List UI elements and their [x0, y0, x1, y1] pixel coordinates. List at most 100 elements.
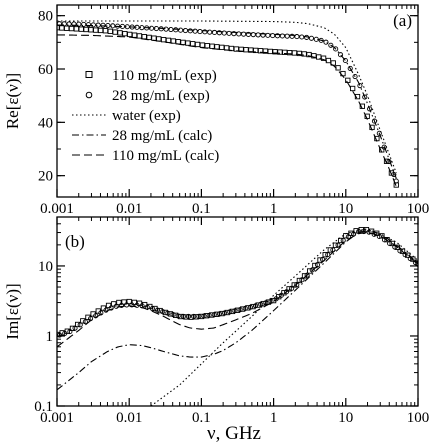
series-110-mg-ml-exp — [57, 226, 418, 338]
series-110-mg-ml-exp-point — [193, 314, 199, 320]
series-28-mg-ml-exp-point — [211, 29, 218, 36]
x-tick-label: 0.01 — [116, 201, 142, 217]
series-28-mg-ml-exp-point — [289, 285, 295, 291]
series-28-mg-ml-exp-point — [71, 21, 77, 27]
series-28-mg-ml-exp-point — [170, 312, 176, 318]
series-110-mg-ml-exp-point — [317, 257, 323, 263]
series-28-mg-ml-exp-point — [182, 27, 188, 34]
series-28-mg-ml-exp-point — [221, 30, 227, 36]
series-110-mg-ml-exp-point — [64, 25, 70, 31]
series-28-mg-ml-exp-point — [268, 298, 274, 304]
series-28-mg-ml-exp-point — [273, 296, 279, 302]
series-110-mg-ml-exp-point — [85, 314, 91, 320]
series-110-mg-ml-exp-point — [80, 318, 86, 324]
panel-label: (b) — [65, 232, 85, 251]
legend-item-28-mg-ml-exp: 28 mg/mL (exp) — [85, 88, 210, 104]
series-28-mg-ml-exp-point — [357, 83, 363, 89]
series-110-mg-ml-exp-point — [185, 40, 191, 46]
series-110-mg-ml-exp-point — [255, 302, 261, 308]
y-axis-label: Re[ε(ν)] — [3, 73, 22, 129]
series-110-mg-ml-calc-line — [57, 34, 397, 187]
series-28-mg-ml-exp-point — [283, 289, 290, 295]
series-28-mg-ml-calc-line — [57, 230, 418, 391]
panel-b: 0.001 0.01 0.1 1 10 100 0.1 1 10 Im[ε(ν)] (b) — [3, 216, 429, 426]
series-water-exp-line — [57, 20, 397, 174]
series-110-mg-ml-exp-point — [167, 311, 174, 317]
series-28-mg-ml-exp-point — [333, 46, 339, 52]
series-110-mg-ml-exp-point — [88, 27, 94, 33]
series-110-mg-ml-exp-point — [116, 299, 122, 306]
series-28-mg-ml-exp-point — [216, 311, 222, 317]
series-110-mg-ml-exp-point — [127, 31, 133, 38]
x-tick-label: 0.1 — [192, 410, 211, 426]
series-28-mg-ml-exp-point — [304, 272, 310, 278]
series-28-mg-ml-exp-point — [386, 158, 392, 165]
series-110-mg-ml-exp-point — [172, 312, 179, 318]
series-28-mg-ml-exp-point — [263, 300, 269, 306]
series-28-mg-ml-exp-point — [247, 304, 253, 310]
series-110-mg-ml-exp-point — [142, 301, 148, 308]
series-28-mg-ml-exp-point — [118, 302, 125, 308]
series-110-mg-ml-exp-point — [348, 230, 354, 236]
series-110-mg-ml-exp-point — [69, 325, 76, 332]
series-28-mg-ml-exp — [57, 228, 418, 338]
series-110-mg-ml-exp-point — [224, 309, 230, 316]
series-28-mg-ml-exp-point — [76, 21, 82, 27]
series-110-mg-ml-exp-point — [83, 26, 89, 33]
series-110-mg-ml-exp-point — [73, 26, 80, 32]
series-28-mg-ml-exp-point — [196, 313, 202, 320]
series-110-mg-ml-exp-point — [183, 314, 189, 320]
series-28-mg-ml-exp-point — [192, 28, 198, 34]
series-28-mg-ml-exp-point — [180, 313, 186, 320]
series-110-mg-ml-exp-point — [204, 43, 210, 49]
series-water-exp — [150, 228, 418, 406]
series-28-mg-ml-exp-point — [163, 26, 169, 32]
series-28-mg-ml-exp-point — [95, 22, 101, 28]
series-28-mg-ml-exp-point — [294, 281, 300, 288]
series-28-mg-ml-exp-point — [226, 30, 232, 36]
series-110-mg-ml-calc — [57, 34, 397, 187]
series-28-mg-ml-exp-point — [155, 307, 161, 313]
series-110-mg-ml-calc — [57, 232, 418, 348]
series-28-mg-ml-exp-point — [207, 29, 213, 35]
series-28-mg-ml-exp-point — [237, 307, 243, 313]
series-110-mg-ml-exp-point — [141, 34, 147, 40]
series-28-mg-ml-exp-point — [57, 21, 62, 27]
series-28-mg-ml-exp-point — [206, 312, 212, 318]
series-28-mg-ml-exp-point — [168, 26, 174, 33]
series-28-mg-ml-exp-point — [211, 312, 217, 318]
series-110-mg-ml-exp-point — [260, 300, 266, 307]
series-28-mg-ml-exp-point — [376, 130, 382, 136]
series-water-exp — [57, 20, 397, 174]
series-28-mg-ml-exp-point — [265, 32, 271, 38]
y-tick-label: 0.1 — [34, 399, 53, 415]
series-28-mg-ml-exp-point — [342, 57, 348, 64]
series-110-mg-ml-exp-point — [286, 286, 292, 292]
series-110-mg-ml-exp-point — [199, 42, 206, 48]
series-28-mg-ml-exp-point — [241, 31, 247, 37]
series-110-mg-ml-exp-point — [229, 308, 235, 315]
series-28-mg-ml-exp-point — [232, 308, 238, 314]
series-110-mg-ml-exp-point — [203, 313, 210, 319]
series-110-mg-ml-exp-point — [399, 248, 406, 254]
y-tick-label: 80 — [38, 9, 53, 25]
series-28-mg-ml-exp-point — [197, 29, 203, 35]
x-tick-label: 1 — [270, 410, 278, 426]
x-tick-label: 10 — [338, 201, 353, 217]
series-28-mg-ml-exp-point — [245, 31, 251, 37]
series-28-mg-ml-exp-point — [250, 32, 256, 38]
series-110-mg-ml-exp-point — [198, 313, 205, 320]
series-28-mg-ml-exp-point — [309, 267, 315, 273]
series-110-mg-ml-exp-point — [267, 48, 273, 55]
series-110-mg-ml-exp-point — [78, 26, 84, 32]
series-28-mg-ml-exp-point — [367, 106, 373, 112]
series-28-mg-ml-exp-point — [61, 21, 67, 27]
series-110-mg-ml-exp-point — [74, 321, 81, 328]
series-28-mg-ml-exp-point — [165, 310, 171, 316]
legend-item-110-mg-ml-exp: 110 mg/mL (exp) — [85, 68, 217, 84]
series-28-mg-ml-exp-point — [362, 94, 368, 100]
series-110-mg-ml-exp-point — [234, 307, 241, 313]
series-110-mg-ml-exp-point — [152, 305, 158, 312]
legend: 110 mg/mL (exp) 28 mg/mL (exp) water (exp)… — [72, 68, 219, 164]
